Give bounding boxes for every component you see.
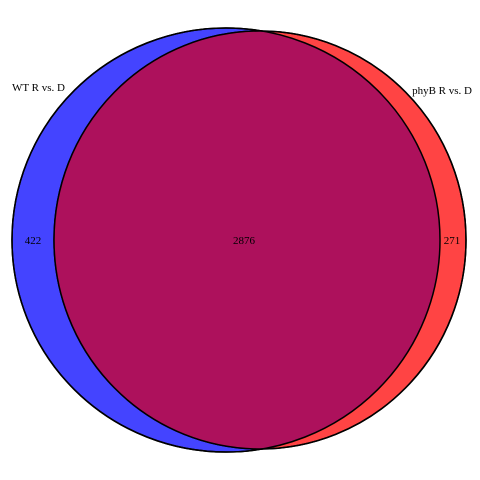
count-intersection: 2876 [233, 235, 256, 247]
set-outline-phyb-r-vs-d [53, 30, 467, 450]
intersection-region [54, 31, 440, 449]
set-label-b: phyB R vs. D [412, 85, 472, 97]
set-outline-wt-r-vs-d [11, 27, 441, 453]
set-label-a: WT R vs. D [12, 82, 65, 94]
count-a-only: 422 [25, 235, 42, 247]
count-b-only: 271 [444, 235, 461, 247]
